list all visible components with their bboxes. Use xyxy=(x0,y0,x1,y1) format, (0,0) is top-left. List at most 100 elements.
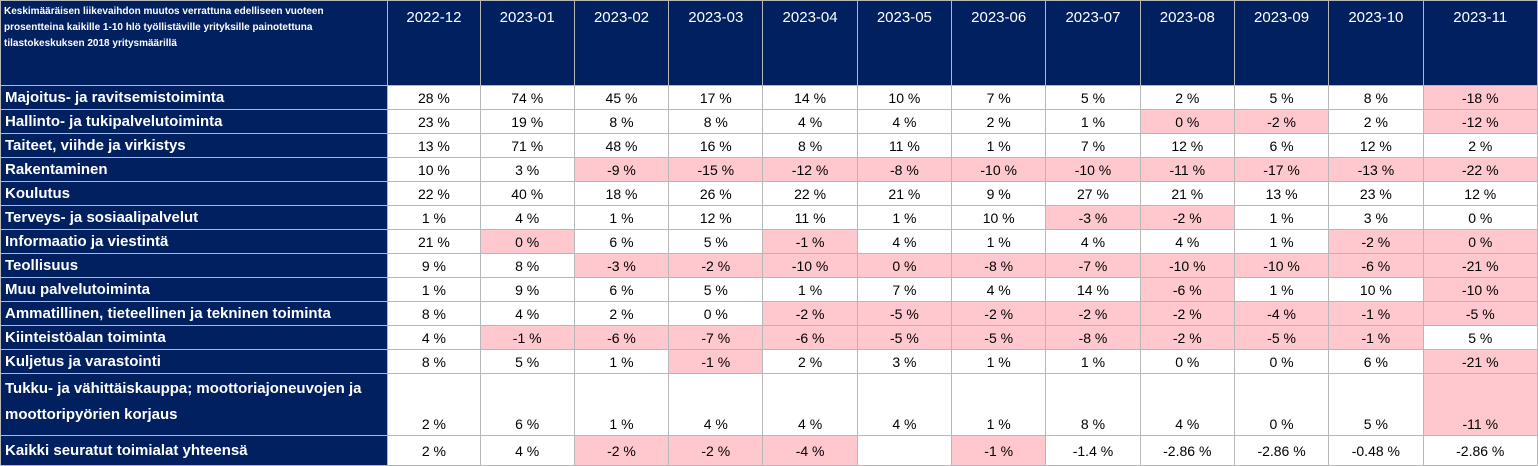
table-cell: -22 % xyxy=(1422,157,1538,182)
table-cell: 45 % xyxy=(573,85,670,110)
table-cell: -10 % xyxy=(1233,253,1330,278)
table-cell: 5 % xyxy=(1328,373,1424,436)
table-cell: -21 % xyxy=(1422,349,1538,374)
table-cell: 23 % xyxy=(1328,181,1424,206)
table-cell: 5 % xyxy=(1233,85,1330,110)
table-cell: -5 % xyxy=(951,325,1047,350)
table-cell: -8 % xyxy=(951,253,1047,278)
table-cell: -9 % xyxy=(573,157,670,182)
table-cell: 4 % xyxy=(479,205,575,230)
row-label: Rakentaminen xyxy=(0,157,389,182)
table-cell: 3 % xyxy=(479,157,575,182)
table-cell: 1 % xyxy=(951,229,1047,254)
table-row: Ammatillinen, tieteellinen ja tekninen t… xyxy=(0,301,1538,326)
column-header: 2023-03 xyxy=(668,0,764,86)
column-header: 2023-02 xyxy=(573,0,670,86)
table-cell: 6 % xyxy=(1328,349,1424,374)
table-cell: 6 % xyxy=(479,373,575,436)
table-cell: -5 % xyxy=(1422,301,1538,326)
table-cell: -8 % xyxy=(856,157,953,182)
table-cell: -5 % xyxy=(856,325,953,350)
table-cell: -6 % xyxy=(1328,253,1424,278)
table-cell: 21 % xyxy=(1139,181,1235,206)
table-row: Kuljetus ja varastointi 8 % 5 % 1 % -1 % 2 % 3… xyxy=(0,349,1538,374)
column-header: 2023-06 xyxy=(951,0,1047,86)
table-cell: 4 % xyxy=(762,109,858,134)
table-cell: 0 % xyxy=(1139,349,1235,374)
table-body: Majoitus- ja ravitsemistoiminta 28 % 74 % 4… xyxy=(0,85,1538,466)
column-header: 2023-08 xyxy=(1139,0,1235,86)
table-cell: 8 % xyxy=(1328,85,1424,110)
table-cell: -10 % xyxy=(951,157,1047,182)
table-cell: 4 % xyxy=(951,277,1047,302)
table-cell: -4 % xyxy=(762,435,858,466)
table-cell: -2 % xyxy=(668,435,764,466)
row-label: Majoitus- ja ravitsemistoiminta xyxy=(0,85,389,110)
table-cell: 5 % xyxy=(479,349,575,374)
table-cell: 11 % xyxy=(762,205,858,230)
table-title: Keskimääräisen liikevaihdon muutos verra… xyxy=(0,0,389,86)
table-cell: 14 % xyxy=(762,85,858,110)
table-cell: -6 % xyxy=(1139,277,1235,302)
table-cell: 7 % xyxy=(1045,133,1141,158)
table-cell: -2 % xyxy=(573,435,670,466)
table-cell: -12 % xyxy=(762,157,858,182)
table-cell: -1 % xyxy=(479,325,575,350)
table-cell: -2 % xyxy=(762,301,858,326)
table-cell: 4 % xyxy=(856,373,953,436)
table-cell: -1 % xyxy=(951,435,1047,466)
table-cell: 5 % xyxy=(668,229,764,254)
table-cell: -11 % xyxy=(1139,157,1235,182)
table-cell: 0 % xyxy=(856,253,953,278)
table-cell: 2 % xyxy=(387,435,481,466)
table-cell: 0 % xyxy=(1233,373,1330,436)
table-cell: 7 % xyxy=(856,277,953,302)
table-cell: 1 % xyxy=(387,205,481,230)
table-cell: 1 % xyxy=(387,277,481,302)
table-row: Kiinteistöalan toiminta 4 % -1 % -6 % -7 % -6… xyxy=(0,325,1538,350)
table-cell: 0 % xyxy=(668,301,764,326)
row-label: Kaikki seuratut toimialat yhteensä xyxy=(0,435,389,466)
table-cell: 5 % xyxy=(1422,325,1538,350)
table-cell: -7 % xyxy=(1045,253,1141,278)
row-label: Taiteet, viihde ja virkistys xyxy=(0,133,389,158)
table-cell: 1 % xyxy=(573,205,670,230)
table-cell: 4 % xyxy=(387,325,481,350)
table-row: Informaatio ja viestintä 21 % 0 % 6 % 5 % -1 … xyxy=(0,229,1538,254)
table-cell: -2 % xyxy=(668,253,764,278)
table-cell: -8 % xyxy=(1045,325,1141,350)
table-cell: -1.4 % xyxy=(1045,435,1141,466)
table-cell: 12 % xyxy=(1328,133,1424,158)
table-cell: 2 % xyxy=(1422,133,1538,158)
table-cell: -2 % xyxy=(1139,325,1235,350)
table-cell: 10 % xyxy=(1328,277,1424,302)
table-cell: 6 % xyxy=(1233,133,1330,158)
table-cell: 74 % xyxy=(479,85,575,110)
table-cell: -13 % xyxy=(1328,157,1424,182)
table-cell: -11 % xyxy=(1422,373,1538,436)
table-cell: 21 % xyxy=(387,229,481,254)
table-cell: 0 % xyxy=(479,229,575,254)
row-label: Terveys- ja sosiaalipalvelut xyxy=(0,205,389,230)
column-header: 2022-12 xyxy=(387,0,481,86)
table-cell: 2 % xyxy=(387,373,481,436)
table-cell: 19 % xyxy=(479,109,575,134)
table-cell: 1 % xyxy=(1233,229,1330,254)
row-label: Tukku- ja vähittäiskauppa; moottoriajone… xyxy=(0,373,389,436)
header-row: Keskimääräisen liikevaihdon muutos verra… xyxy=(0,0,1538,86)
column-header: 2023-05 xyxy=(856,0,953,86)
table-cell: 5 % xyxy=(1045,85,1141,110)
table-cell: 4 % xyxy=(479,435,575,466)
table-cell: 4 % xyxy=(856,229,953,254)
table-cell: 12 % xyxy=(1422,181,1538,206)
table-cell: 6 % xyxy=(573,229,670,254)
table-row: Taiteet, viihde ja virkistys 13 % 71 % 48 %… xyxy=(0,133,1538,158)
table-cell: -2.86 % xyxy=(1233,435,1330,466)
table-cell: 4 % xyxy=(668,373,764,436)
column-header: 2023-11 xyxy=(1422,0,1538,86)
table-cell: -5 % xyxy=(1233,325,1330,350)
row-label: Muu palvelutoiminta xyxy=(0,277,389,302)
table-cell: 1 % xyxy=(1045,109,1141,134)
table-cell: -1 % xyxy=(762,229,858,254)
